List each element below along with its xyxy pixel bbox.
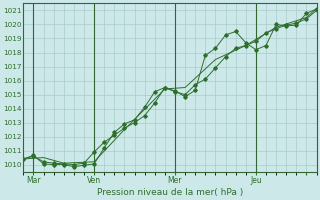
X-axis label: Pression niveau de la mer( hPa ): Pression niveau de la mer( hPa ) xyxy=(97,188,243,197)
